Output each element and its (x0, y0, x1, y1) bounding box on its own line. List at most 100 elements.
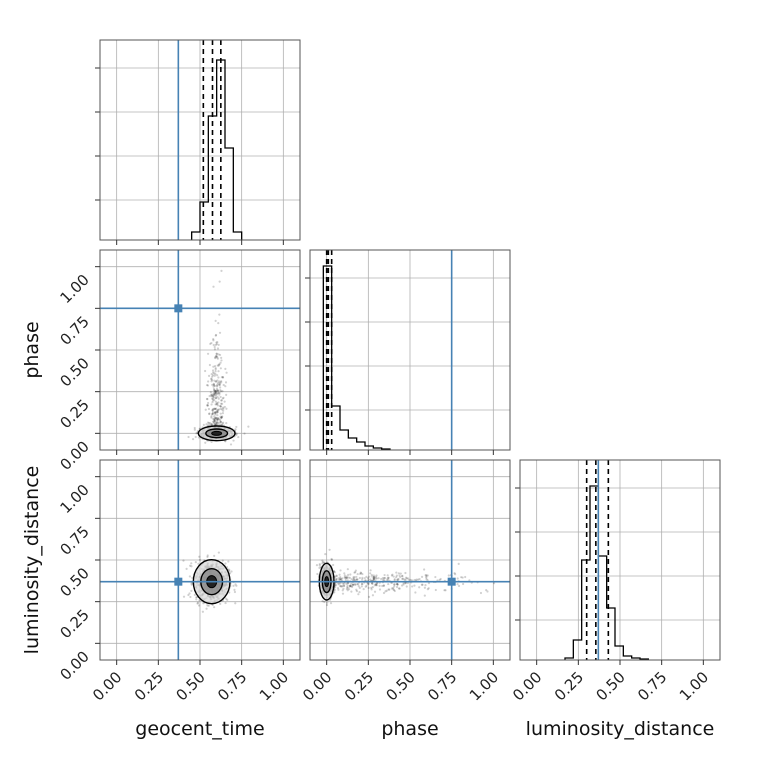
sample-point (332, 563, 335, 567)
sample-point (339, 585, 342, 588)
sample-point (338, 578, 342, 581)
sample-point (381, 578, 385, 582)
sample-point (219, 420, 222, 423)
sample-point (362, 588, 365, 591)
sample-point (215, 411, 219, 414)
sample-point (328, 548, 331, 551)
sample-point (401, 577, 405, 580)
sample-point (352, 583, 355, 587)
sample-point (424, 574, 427, 577)
sample-point (216, 383, 219, 386)
sample-point (343, 574, 346, 577)
sample-point (190, 562, 193, 565)
sample-point (383, 579, 386, 582)
sample-point (213, 372, 216, 375)
sample-point (377, 577, 380, 580)
sample-point (215, 354, 218, 358)
sample-point (224, 440, 227, 443)
sample-point (220, 415, 223, 419)
sample-point (225, 597, 228, 600)
sample-point (208, 363, 211, 367)
sample-point (214, 394, 218, 397)
sample-point (408, 578, 411, 582)
sample-point (232, 439, 235, 442)
sample-point (402, 582, 405, 585)
sample-point (222, 396, 225, 399)
sample-point (352, 578, 355, 581)
sample-point (390, 574, 394, 577)
sample-point (194, 435, 197, 439)
sample-point (333, 571, 337, 574)
sample-point (215, 352, 218, 355)
sample-point (351, 585, 354, 588)
sample-point (220, 399, 223, 402)
sample-point (393, 583, 396, 586)
sample-point (366, 576, 370, 580)
sample-point (217, 417, 221, 421)
sample-point (206, 604, 209, 607)
x-tick-label: 0.75 (214, 668, 250, 704)
sample-point (191, 438, 195, 441)
x-axis-label-phase: phase (381, 718, 438, 740)
sample-point (367, 586, 370, 590)
sample-point (216, 418, 219, 421)
sample-point (201, 610, 204, 613)
sample-point (215, 421, 218, 424)
sample-point (225, 371, 228, 374)
sample-point (218, 380, 221, 383)
sample-point (447, 574, 450, 577)
sample-point (335, 575, 338, 578)
sample-point (404, 571, 407, 575)
sample-point (208, 423, 211, 427)
x-tick-label: 1.00 (676, 668, 712, 704)
x-tick-label: 0.25 (131, 668, 167, 704)
sample-point (485, 589, 488, 592)
sample-point (205, 607, 208, 610)
sample-point (350, 582, 353, 585)
sample-point (215, 352, 218, 355)
sample-point (212, 385, 215, 388)
sample-point (219, 390, 223, 393)
sample-point (218, 382, 221, 386)
sample-point (213, 389, 216, 392)
sample-point (383, 573, 386, 577)
sample-point (234, 583, 237, 586)
x-tick-label: 0.25 (341, 668, 377, 704)
y-tick-label: 1.00 (56, 271, 92, 307)
sample-point (358, 586, 361, 590)
sample-point (210, 440, 213, 443)
sample-point (216, 357, 219, 360)
sample-point (383, 576, 387, 580)
sample-point (321, 560, 325, 564)
sample-point (461, 576, 464, 579)
sample-point (205, 423, 208, 426)
sample-point (418, 577, 421, 581)
sample-point (216, 340, 219, 344)
sample-point (212, 371, 215, 374)
sample-point (387, 576, 390, 579)
sample-point (207, 401, 210, 405)
sample-point (217, 322, 220, 325)
sample-point (396, 583, 399, 586)
sample-point (210, 380, 213, 383)
sample-point (214, 389, 218, 393)
sample-point (420, 575, 424, 578)
sample-point (210, 377, 213, 380)
sample-point (357, 585, 360, 588)
sample-point (221, 422, 224, 425)
sample-point (210, 378, 213, 381)
sample-point (358, 590, 361, 594)
sample-point (423, 568, 426, 571)
sample-point (350, 578, 353, 581)
sample-point (211, 412, 215, 415)
sample-point (222, 383, 225, 387)
sample-point (214, 367, 217, 370)
sample-point (337, 588, 340, 591)
sample-point (341, 592, 345, 595)
sample-point (237, 435, 240, 439)
sample-point (220, 381, 223, 384)
sample-point (217, 381, 220, 384)
sample-point (208, 394, 211, 398)
sample-point (214, 416, 217, 419)
x-tick-label: 0.50 (592, 668, 628, 704)
